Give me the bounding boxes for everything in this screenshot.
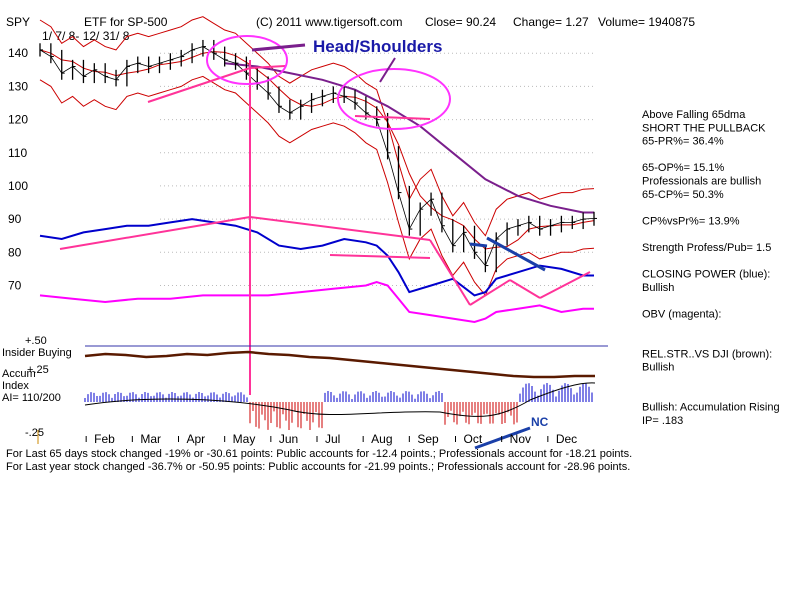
ticker-label: SPY [6, 15, 30, 29]
close-readout: Close= 90.24 [425, 15, 496, 29]
price-bands [39, 16, 595, 297]
side-panel-line: 65-OP%= 15.1% [642, 162, 724, 174]
side-panel-line: CP%vsPr%= 13.9% [642, 215, 740, 227]
y-tick-label: 110 [8, 146, 27, 160]
head-shoulder-arrow [251, 43, 306, 52]
rel-str-series [84, 350, 595, 379]
side-panel-line: SHORT THE PULLBACK [642, 122, 766, 134]
minus25-label: -.25 [25, 427, 44, 439]
ai-label: AI= 110/200 [2, 392, 61, 404]
x-tick-label: Jul [325, 432, 340, 446]
price-series [39, 39, 597, 273]
x-axis-labels: Feb Mar Apr May Jun Jul Aug Sep Oct Nov Dec [85, 432, 577, 446]
side-panel-line: Strength Profess/Pub= 1.5 [642, 242, 771, 254]
y-tick-label: 140 [8, 46, 28, 60]
y-tick-label: 70 [8, 278, 22, 292]
price-line [39, 46, 595, 267]
y-tick-label: 80 [8, 245, 22, 259]
x-tick-label: Oct [464, 432, 483, 446]
index-label: Index [2, 380, 29, 392]
side-panel-line: IP= .183 [642, 415, 683, 427]
side-panel-line: 65-CP%= 50.3% [642, 189, 724, 201]
y-tick-label: 120 [8, 113, 28, 127]
side-panel-line: Above Falling 65dma [642, 109, 746, 121]
closing-power-series [39, 218, 594, 297]
gridlines [160, 52, 594, 286]
upper-band [39, 16, 595, 237]
obv-series [39, 281, 594, 324]
y-tick-label: 130 [8, 79, 28, 93]
side-panel-line: Bullish: Accumulation Rising [642, 402, 780, 414]
footer-line-2: For Last year stock changed -36.7% or -5… [6, 461, 630, 473]
head-shoulder-arrow-2 [379, 57, 396, 83]
volume-readout: Volume= 1940875 [598, 15, 695, 29]
rel-str-line [84, 350, 595, 379]
x-tick-label: Dec [556, 432, 577, 446]
insider-buying-label: Insider Buying [2, 347, 72, 359]
plus50-label: +.50 [25, 335, 47, 347]
head-shoulder-circles [206, 35, 451, 130]
nc-label: NC [531, 415, 549, 429]
y-tick-label: 90 [8, 212, 22, 226]
x-tick-label: Apr [187, 432, 206, 446]
y-tick-label: 100 [8, 179, 28, 193]
side-panel-line: Bullish [642, 362, 674, 374]
y-axis-labels: 140 130 120 110 100 90 80 70 [8, 46, 28, 292]
lower-band [39, 75, 595, 297]
side-panel-line: Bullish [642, 282, 674, 294]
x-tick-label: Aug [371, 432, 392, 446]
blue-annotation-lines [469, 236, 546, 450]
closing-power-line [39, 218, 594, 297]
footer-line-1: For Last 65 days stock changed -19% or -… [6, 448, 632, 460]
plus25-label: +.25 [27, 364, 49, 376]
x-tick-label: Jun [279, 432, 298, 446]
x-tick-label: Sep [417, 432, 439, 446]
date-range: 1/ 7/ 8- 12/ 31/ 8 [42, 29, 130, 43]
x-tick-label: Feb [94, 432, 115, 446]
accumulation-histogram [84, 383, 593, 430]
side-panel-line: 65-PR%= 36.4% [642, 136, 724, 148]
change-readout: Change= 1.27 [513, 15, 589, 29]
accum-ma-line [84, 382, 596, 417]
side-panel-line: CLOSING POWER (blue): [642, 269, 770, 281]
side-panel-line: REL.STR..VS DJI (brown): [642, 348, 772, 360]
side-panel-line: OBV (magenta): [642, 309, 721, 321]
accum-label: Accum [2, 368, 36, 380]
x-tick-label: Mar [140, 432, 161, 446]
trendlines [59, 60, 591, 395]
x-tick-label: Nov [510, 432, 531, 446]
source-label: (C) 2011 www.tigersoft.com [256, 15, 403, 29]
side-panel-line: Professionals are bullish [642, 176, 761, 188]
x-tick-label: May [233, 432, 256, 446]
obv-line [39, 281, 594, 324]
chart-subtitle: ETF for SP-500 [84, 15, 168, 29]
head-shoulders-label: Head/Shoulders [313, 37, 442, 56]
